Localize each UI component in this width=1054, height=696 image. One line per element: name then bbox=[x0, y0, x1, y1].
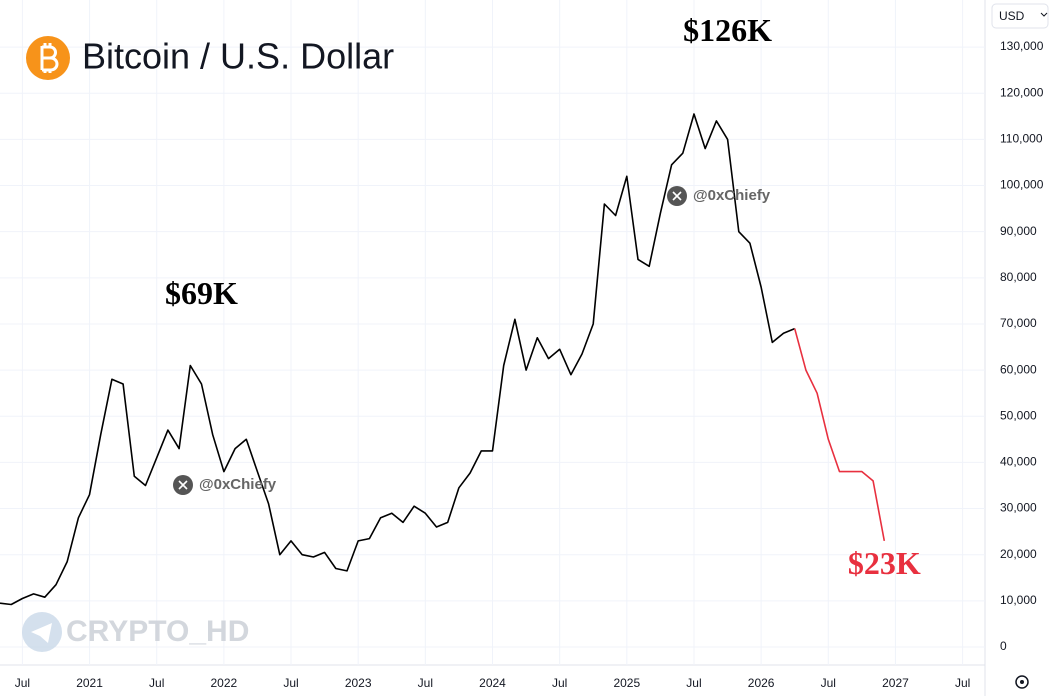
x-tick-label: 2027 bbox=[882, 676, 909, 690]
x-tick-label: 2024 bbox=[479, 676, 506, 690]
currency-button[interactable] bbox=[991, 3, 1049, 29]
plot bbox=[0, 113, 886, 606]
x-tick-label: Jul bbox=[15, 676, 30, 690]
x-tick-label: 2022 bbox=[211, 676, 238, 690]
y-tick-label: 50,000 bbox=[1000, 408, 1037, 422]
y-tick-label: 110,000 bbox=[1000, 132, 1043, 146]
y-tick-label: 120,000 bbox=[1000, 85, 1044, 99]
y-tick-label: 100,000 bbox=[1000, 178, 1044, 192]
bitcoin-glyph bbox=[40, 43, 59, 73]
currency-label[interactable]: USD bbox=[999, 9, 1025, 23]
series-line bbox=[793, 328, 886, 542]
x-tick-label: Jul bbox=[283, 676, 298, 690]
x-tick-label: Jul bbox=[955, 676, 970, 690]
watermark: CRYPTO_HD bbox=[66, 615, 249, 648]
x-tick-label: Jul bbox=[418, 676, 433, 690]
annotation: $126K bbox=[683, 12, 772, 48]
y-tick-label: 60,000 bbox=[1000, 362, 1037, 376]
series-line bbox=[0, 113, 796, 606]
x-tick-label: Jul bbox=[552, 676, 567, 690]
y-tick-label: 80,000 bbox=[1000, 270, 1037, 284]
x-tick-label: 2021 bbox=[76, 676, 103, 690]
y-tick-label: 20,000 bbox=[1000, 547, 1037, 561]
x-tick-label: 2026 bbox=[748, 676, 775, 690]
x-tick-label: Jul bbox=[821, 676, 836, 690]
y-tick-label: 70,000 bbox=[1000, 316, 1037, 330]
x-glyph bbox=[178, 480, 188, 490]
telegram-glyph bbox=[31, 623, 52, 643]
y-tick-label: 90,000 bbox=[1000, 224, 1037, 238]
x-tick-label: Jul bbox=[149, 676, 164, 690]
settings-icon-center bbox=[1020, 680, 1024, 684]
y-tick-label: 10,000 bbox=[1000, 593, 1037, 607]
y-tick-label: 0 bbox=[1000, 639, 1007, 653]
dropdown-arrow bbox=[1040, 12, 1048, 17]
x-tick-label: 2025 bbox=[613, 676, 640, 690]
chart-title: Bitcoin / U.S. Dollar bbox=[82, 36, 394, 77]
x-tick-label: Jul bbox=[686, 676, 701, 690]
annotation: $69K bbox=[165, 275, 238, 311]
y-tick-label: 40,000 bbox=[1000, 455, 1037, 469]
x-glyph bbox=[672, 191, 682, 201]
watermark: @0xChiefy bbox=[693, 187, 771, 204]
settings-icon[interactable] bbox=[1015, 675, 1029, 689]
watermark: @0xChiefy bbox=[199, 476, 277, 493]
x-tick-label: 2023 bbox=[345, 676, 372, 690]
y-tick-label: 130,000 bbox=[1000, 39, 1044, 53]
y-tick-label: 30,000 bbox=[1000, 501, 1037, 515]
grid bbox=[0, 0, 985, 665]
annotation: $23K bbox=[848, 545, 921, 581]
logo bbox=[26, 36, 70, 80]
